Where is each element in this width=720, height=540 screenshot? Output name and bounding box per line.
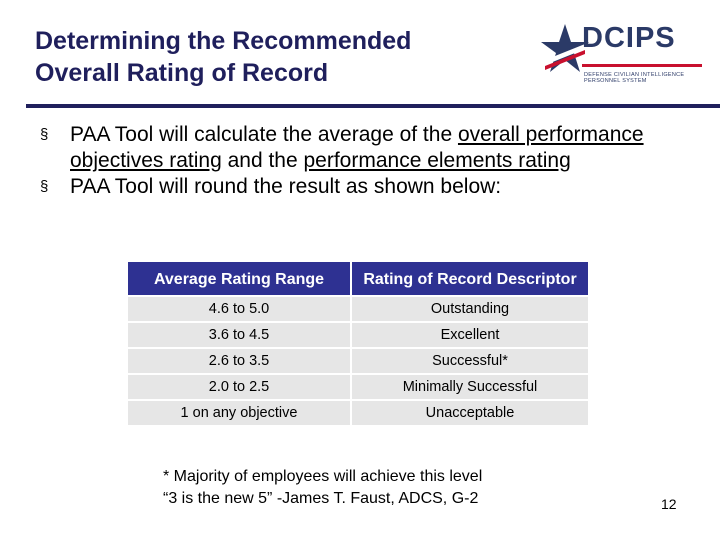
underlined-term-elements-rating: performance elements rating — [303, 149, 571, 172]
bullet-marker: § — [40, 178, 49, 195]
bullet-item: § PAA Tool will round the result as show… — [40, 174, 650, 200]
logo-subtitle-line-2: PERSONNEL SYSTEM — [584, 78, 647, 84]
table-row: 2.6 to 3.5 Successful* — [128, 349, 588, 373]
slide-title: Determining the Recommended Overall Rati… — [35, 25, 411, 89]
logo-wordmark: DCIPS — [582, 22, 676, 54]
bullet-text: PAA Tool will round the result as shown … — [70, 175, 502, 198]
table-header-row: Average Rating Range Rating of Record De… — [128, 262, 588, 295]
table-cell-descriptor: Unacceptable — [352, 401, 588, 425]
table-cell-range: 2.6 to 3.5 — [128, 349, 350, 373]
table-cell-descriptor: Outstanding — [352, 297, 588, 321]
page-number: 12 — [661, 496, 677, 512]
table-cell-range: 1 on any objective — [128, 401, 350, 425]
underlined-term-overall-objectives: overall performance objectives rating — [70, 123, 644, 172]
column-header-average-range: Average Rating Range — [128, 262, 350, 295]
dcips-logo: DCIPS DEFENSE CIVILIAN INTELLIGENCE PERS… — [540, 20, 705, 90]
star-emblem-icon — [541, 24, 589, 72]
table-row: 1 on any objective Unacceptable — [128, 401, 588, 425]
footnote-quote: “3 is the new 5” -James T. Faust, ADCS, … — [163, 490, 479, 507]
bullet-marker: § — [40, 126, 49, 143]
bullet-text-part: and the — [221, 149, 304, 172]
slide-title-line-2: Overall Rating of Record — [35, 59, 329, 87]
title-divider — [26, 104, 720, 108]
table-row: 3.6 to 4.5 Excellent — [128, 323, 588, 347]
bullet-list: § PAA Tool will calculate the average of… — [40, 122, 650, 200]
rating-table: Average Rating Range Rating of Record De… — [126, 260, 590, 427]
logo-underline — [582, 64, 702, 67]
table-cell-range: 4.6 to 5.0 — [128, 297, 350, 321]
footnote-line-1: * Majority of employees will achieve thi… — [163, 468, 483, 485]
footnote: * Majority of employees will achieve thi… — [163, 466, 482, 510]
table-cell-range: 3.6 to 4.5 — [128, 323, 350, 347]
logo-subtitle-line-1: DEFENSE CIVILIAN INTELLIGENCE — [584, 72, 685, 78]
slide-title-line-1: Determining the Recommended — [35, 27, 412, 55]
logo-subtitle: DEFENSE CIVILIAN INTELLIGENCE PERSONNEL … — [584, 72, 684, 84]
table-cell-descriptor: Successful* — [352, 349, 588, 373]
bullet-text-part: PAA Tool will calculate the average of t… — [70, 123, 458, 146]
table-row: 2.0 to 2.5 Minimally Successful — [128, 375, 588, 399]
table-cell-descriptor: Excellent — [352, 323, 588, 347]
bullet-item: § PAA Tool will calculate the average of… — [40, 122, 650, 174]
table-row: 4.6 to 5.0 Outstanding — [128, 297, 588, 321]
column-header-descriptor: Rating of Record Descriptor — [352, 262, 588, 295]
table-cell-descriptor: Minimally Successful — [352, 375, 588, 399]
table-cell-range: 2.0 to 2.5 — [128, 375, 350, 399]
